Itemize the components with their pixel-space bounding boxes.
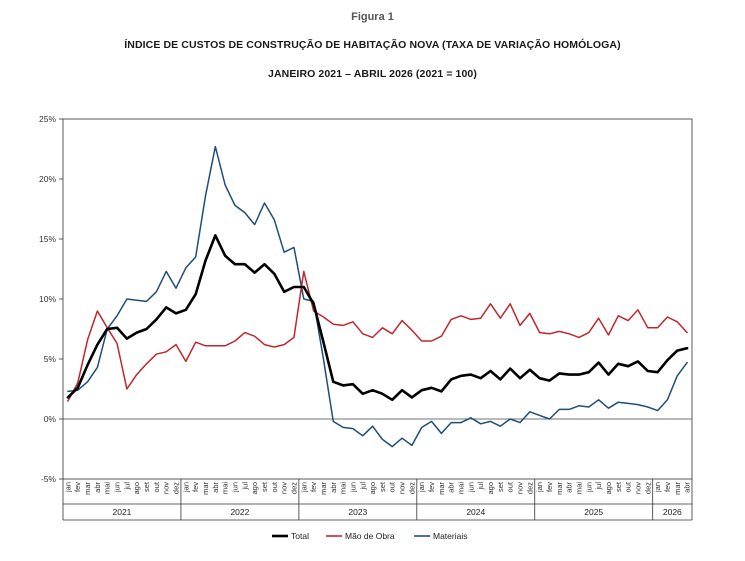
x-tick-label: nov — [633, 482, 642, 494]
x-tick-label: jan — [181, 482, 190, 493]
x-tick-label: jun — [466, 482, 475, 493]
plot-frame — [62, 118, 693, 480]
x-tick-label: mai — [103, 482, 112, 494]
y-tick-label: 5% — [44, 354, 57, 364]
x-tick-label: out — [506, 481, 515, 492]
x-tick-label: dez — [172, 482, 181, 494]
chart-title: ÍNDICE DE CUSTOS DE CONSTRUÇÃO DE HABITA… — [124, 39, 621, 51]
x-tick-label: jul — [358, 482, 367, 491]
legend-label: Materiais — [433, 531, 467, 541]
x-tick-label: dez — [407, 482, 416, 494]
y-tick-label: 25% — [39, 114, 56, 124]
x-tick-label: jul — [476, 482, 485, 491]
x-tick-label: ago — [250, 482, 259, 495]
y-tick-label: 0% — [44, 414, 57, 424]
x-tick-label: mai — [221, 482, 230, 494]
x-tick-label: jun — [113, 482, 122, 493]
x-tick-label: jan — [63, 482, 72, 493]
year-label: 2024 — [466, 507, 485, 517]
x-tick-label: fev — [73, 482, 82, 492]
y-tick-label: 20% — [39, 174, 56, 184]
x-tick-label: abr — [211, 482, 220, 493]
x-tick-label: set — [378, 481, 387, 492]
x-tick-label: set — [142, 481, 151, 492]
x-tick-label: set — [260, 481, 269, 492]
x-tick-label: jan — [535, 482, 544, 493]
chart-subtitle: JANEIRO 2021 – ABRIL 2026 (2021 = 100) — [268, 68, 477, 80]
x-tick-label: mar — [83, 482, 92, 495]
year-label: 2026 — [663, 507, 682, 517]
x-tick-label: mar — [319, 482, 328, 495]
legend-label: Mão de Obra — [345, 531, 395, 541]
x-tick-label: jun — [584, 482, 593, 493]
x-tick-label: dez — [525, 482, 534, 494]
year-label: 2025 — [584, 507, 603, 517]
x-tick-label: jan — [299, 482, 308, 493]
x-tick-label: fev — [545, 482, 554, 492]
x-tick-label: ago — [486, 482, 495, 495]
x-tick-label: jul — [240, 482, 249, 491]
x-tick-label: out — [152, 481, 161, 492]
year-label: 2023 — [348, 507, 367, 517]
x-tick-label: fev — [309, 482, 318, 492]
series-line-total — [66, 234, 689, 402]
x-tick-label: jun — [348, 482, 357, 493]
x-tick-label: out — [270, 481, 279, 492]
x-tick-label: nov — [398, 482, 407, 494]
x-tick-label: fev — [427, 482, 436, 492]
x-tick-label: mai — [339, 482, 348, 494]
x-tick-label: out — [624, 481, 633, 492]
x-tick-label: jul — [594, 482, 603, 491]
series-line-mao-de-obra — [67, 270, 688, 402]
x-tick-label: abr — [93, 482, 102, 493]
legend-label: Total — [291, 531, 309, 541]
x-tick-label: abr — [683, 482, 692, 493]
x-tick-label: jan — [653, 482, 662, 493]
x-tick-label: mar — [201, 482, 210, 495]
x-tick-label: mar — [673, 482, 682, 495]
x-tick-label: fev — [191, 482, 200, 492]
y-tick-label: 15% — [39, 234, 56, 244]
figure-label: Figura 1 — [351, 11, 394, 23]
series-line-materiais — [67, 145, 688, 448]
y-tick-label: 10% — [39, 294, 56, 304]
x-tick-label: nov — [516, 482, 525, 494]
x-tick-label: abr — [447, 482, 456, 493]
x-tick-label: mar — [437, 482, 446, 495]
x-tick-label: abr — [565, 482, 574, 493]
x-tick-label: mar — [555, 482, 564, 495]
x-tick-label: ago — [604, 482, 613, 495]
x-tick-label: jan — [417, 482, 426, 493]
x-tick-label: mai — [574, 482, 583, 494]
x-tick-label: jul — [122, 482, 131, 491]
x-tick-label: nov — [280, 482, 289, 494]
year-label: 2021 — [113, 507, 132, 517]
x-tick-label: set — [614, 481, 623, 492]
x-tick-label: fev — [663, 482, 672, 492]
year-label: 2022 — [230, 507, 249, 517]
x-tick-label: set — [496, 481, 505, 492]
x-tick-label: jun — [230, 482, 239, 493]
x-tick-label: out — [388, 481, 397, 492]
x-tick-label: mai — [457, 482, 466, 494]
y-tick-label: -5% — [41, 474, 57, 484]
x-tick-label: nov — [162, 482, 171, 494]
x-tick-label: ago — [368, 482, 377, 495]
x-tick-label: abr — [329, 482, 338, 493]
x-tick-label: dez — [643, 482, 652, 494]
x-tick-label: ago — [132, 482, 141, 495]
x-tick-label: dez — [289, 482, 298, 494]
